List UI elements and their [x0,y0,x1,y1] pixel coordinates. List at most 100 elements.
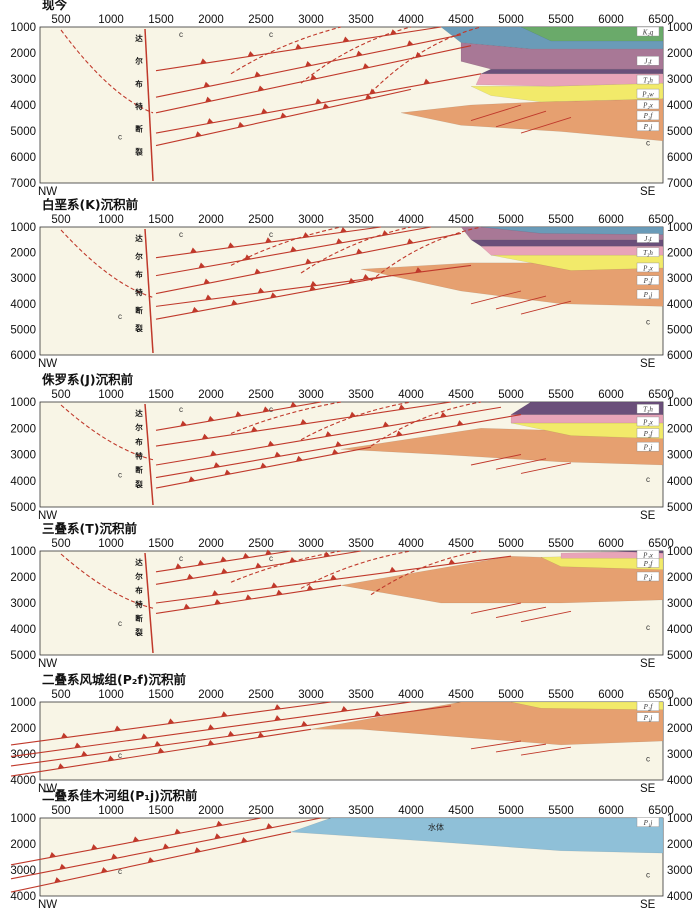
thrust-triangle [213,462,221,468]
y-tick-label-left: 2000 [10,723,36,735]
thrust-triangle [335,441,342,447]
x-tick-label: 3000 [298,689,324,701]
fault-char: 尔 [135,422,143,432]
label-P2x-box [636,416,660,427]
thrust-triangle [300,720,308,727]
thrust-triangle [207,724,215,730]
basement-label-top: c [179,230,183,239]
thrust-triangle [162,843,170,850]
y-tick-label-right: 2000 [667,48,693,60]
thrust-triangle [80,750,88,757]
panel-title: 现今 [42,0,68,12]
fault-char: 裂 [135,479,143,489]
fault-char: 断 [135,613,143,623]
thrust-triangle [260,108,268,114]
y-tick-label-left: 4000 [10,476,36,488]
minor-fault [495,606,547,619]
minor-fault [470,104,522,122]
thrust-triangle [190,247,197,254]
thrust-triangle [305,61,312,67]
unit-P2x [480,245,664,256]
unit-P1j [400,98,664,142]
x-tick-label: 2000 [198,14,224,26]
minor-fault [495,458,547,470]
thrust-triangle [140,733,148,739]
thrust-triangle [262,406,270,413]
x-tick-label: 1500 [148,389,174,401]
y-tick-label-left: 4000 [10,891,36,903]
dashed-fault [370,401,482,447]
y-tick-label-left: 6000 [10,350,36,362]
label-P1j-box [636,289,660,300]
y-tick-label-left: 1000 [10,813,36,825]
x-tick-label: 4000 [398,805,424,817]
x-tick-label: 3500 [348,689,374,701]
x-tick-label: 1500 [148,538,174,550]
y-tick-label-left: 5000 [10,324,36,336]
label-P1j: P₁j [643,123,653,131]
se-label: SE [640,510,656,522]
basement-label-top: c [179,30,183,39]
thrust-triangle [201,433,209,440]
thrust-triangle [245,594,252,600]
y-tick-label-left: 4000 [10,775,36,787]
x-tick-label: 2500 [248,389,274,401]
thrust-fault [155,584,342,614]
label-T3h: T₃h [643,406,653,414]
label-P1j: P₁j [643,291,653,299]
x-tick-label: 3500 [348,805,374,817]
thrust-triangle [114,725,122,732]
thrust-triangle [147,857,155,863]
thrust-triangle [207,739,215,746]
panel-title: 白垩系(K)沉积前 [42,197,139,212]
se-label: SE [640,186,656,198]
y-tick-label-right: 1000 [667,697,693,709]
panel-title: 二叠系佳木河组(P₁j)沉积前 [42,788,198,803]
x-tick-label: 1500 [148,689,174,701]
y-tick-label-left: 1000 [10,397,36,409]
label-P3w-box [636,88,660,99]
fault-char: 裂 [135,146,143,156]
y-tick-label-right: 7000 [667,178,693,190]
fault-char: 达 [135,233,143,243]
y-tick-label-right: 1000 [667,546,693,558]
y-tick-label-right: 3000 [667,273,693,285]
panel-title: 三叠系(T)沉积前 [42,521,137,536]
panel-p4: 三叠系(T)沉积前 500 1000 1500 2000 2500 3000 3500 4000… [10,521,692,670]
y-tick-label-left: 6000 [10,152,36,164]
x-tick-label: 4000 [398,538,424,550]
thrust-triangle [265,823,273,829]
label-P2f: P₂f [643,703,654,711]
y-tick-label-right: 3000 [667,74,693,86]
thrust-triangle [250,426,258,432]
basement-label-top2: c [269,405,273,414]
x-tick-label: 6000 [598,14,624,26]
basement-label-right: c [646,475,650,484]
minor-fault [495,295,547,310]
thrust-triangle [210,450,217,456]
basement-label-right: c [646,754,650,763]
y-tick-label-right: 4000 [667,775,693,787]
thrust-triangle [197,559,205,566]
thrust-triangle [398,404,406,410]
thrust-triangle [227,730,235,737]
dashed-fault [370,226,482,282]
y-tick-label-left: 7000 [10,178,36,190]
thrust-triangle [309,285,317,291]
y-tick-label-right: 4000 [667,891,693,903]
x-tick-label: 5500 [548,14,574,26]
y-tick-label-left: 3000 [10,74,36,86]
thrust-triangle [206,118,214,124]
thrust-triangle [237,121,245,128]
basement-label-right: c [646,139,650,148]
y-tick-label-right: 5000 [667,324,693,336]
unit-J [480,226,664,235]
thrust-triangle [406,40,414,46]
thrust-triangle [203,278,211,285]
thrust-triangle [362,63,370,69]
dashed-fault [370,26,482,93]
fault-char: 裂 [135,627,143,637]
fault-char: 尔 [135,56,143,66]
thrust-triangle [215,820,223,827]
x-tick-label: 6500 [648,14,674,26]
